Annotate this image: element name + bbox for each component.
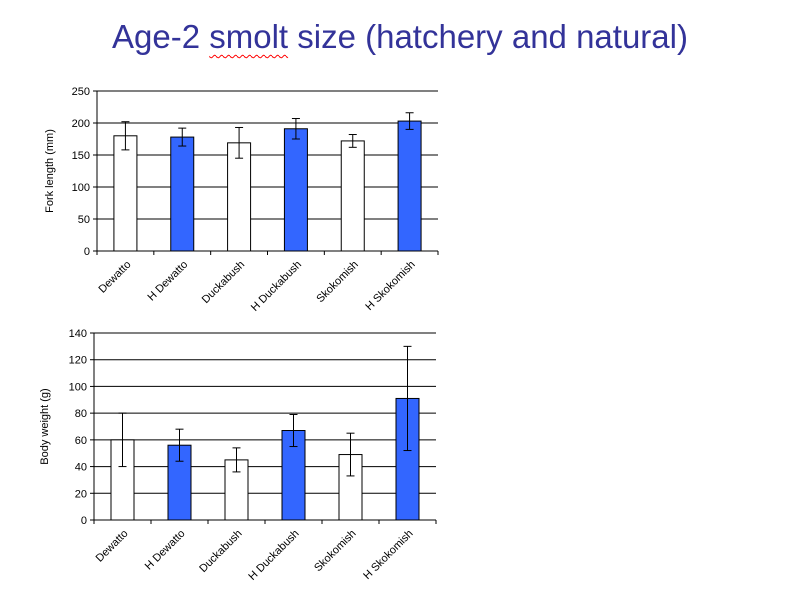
- x-tick-label: H Skokomish: [363, 259, 417, 313]
- y-tick-label: 80: [75, 408, 87, 420]
- x-tick-label: Duckabush: [200, 259, 247, 306]
- y-tick-label: 150: [72, 150, 90, 162]
- y-tick-label: 100: [69, 381, 87, 393]
- x-tick-label: H Skokomish: [361, 528, 415, 582]
- x-tick-label: Dewatto: [94, 528, 131, 565]
- x-tick-label: H Dewatto: [146, 259, 191, 304]
- y-tick-label: 120: [69, 355, 87, 367]
- bar: [397, 120, 422, 252]
- fork-length-chart: 0 50 100 150 200 250 Dewatto H Dewatto Duckabush…: [44, 86, 439, 314]
- y-tick-label: 50: [78, 214, 90, 226]
- slide-title: Age-2 smolt size (hatchery and natural): [0, 18, 800, 56]
- bar: [340, 140, 365, 252]
- bar: [283, 128, 308, 252]
- x-tick-label: H Duckabush: [249, 259, 304, 314]
- x-tick-label: Dewatto: [97, 259, 134, 296]
- title-part-1: Age-2: [112, 18, 210, 55]
- y-tick-label: 0: [84, 246, 90, 258]
- y-tick-label: 40: [75, 462, 87, 474]
- y-tick-label: 100: [72, 182, 90, 194]
- y-tick-label: 0: [81, 515, 87, 527]
- y-tick-label: 200: [72, 118, 90, 130]
- title-part-3: size (hatchery and natural): [288, 18, 688, 55]
- x-tick-label: Skokomish: [314, 259, 361, 306]
- y-tick-label: 20: [75, 488, 87, 500]
- bar: [227, 142, 252, 252]
- x-tick-label: Skokomish: [312, 528, 359, 575]
- x-tick-label: Duckabush: [197, 528, 244, 575]
- y-tick-label: 60: [75, 435, 87, 447]
- y-tick-label: 140: [69, 328, 87, 340]
- y-axis-label: Body weight (g): [39, 388, 51, 464]
- x-tick-label: H Dewatto: [143, 528, 188, 573]
- bar: [170, 136, 195, 252]
- x-tick-label: H Duckabush: [246, 528, 301, 583]
- y-axis-label: Fork length (mm): [44, 129, 56, 213]
- y-tick-label: 250: [72, 86, 90, 98]
- bar: [113, 135, 138, 252]
- body-weight-chart: 0 20 40 60 80 100 120 140 Dewatto H Dewatto Duckab…: [39, 328, 437, 583]
- title-part-2: smolt: [209, 18, 289, 55]
